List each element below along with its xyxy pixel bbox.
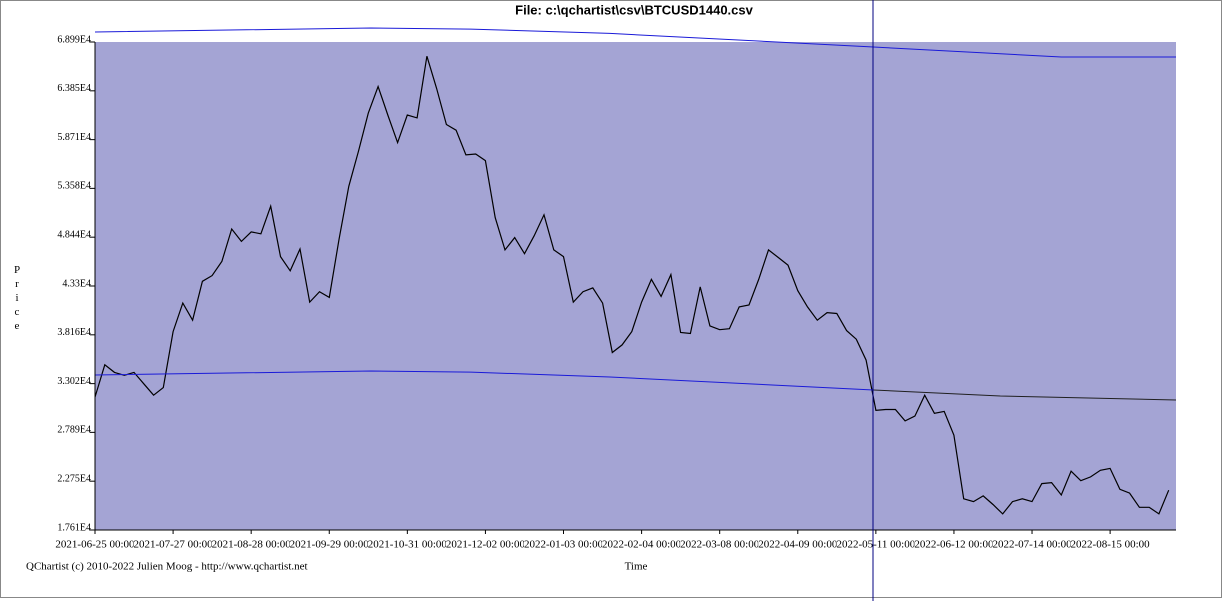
- x-tick-label-bg: [445, 538, 526, 551]
- x-tick-label-bg: [914, 538, 995, 551]
- x-tick-label: 2021-10-31 00:00: [368, 539, 448, 551]
- y-axis-label: Price: [11, 264, 23, 334]
- y-tick-label: 6.385E4: [57, 83, 91, 94]
- x-tick-label: 2022-03-08 00:00: [680, 539, 760, 551]
- x-axis-label: Time: [625, 561, 648, 573]
- y-tick-label: 5.358E4: [57, 181, 91, 192]
- footer: QChartist (c) 2010-2022 Julien Moog - ht…: [26, 561, 308, 573]
- y-tick-label: 3.302E4: [57, 376, 91, 387]
- plot-area: 1.761E4 2.275E4 2.789E4 3.302E4 3.816E4 4.33E…: [55, 0, 1176, 601]
- plot-background: [95, 42, 1176, 530]
- indicator-line: [95, 370, 874, 391]
- y-tick-label: 4.844E4: [57, 229, 91, 240]
- x-tick-label-bg: [55, 538, 136, 551]
- y-tick-label: 2.275E4: [57, 473, 91, 484]
- x-tick-label: 2022-07-14 00:00: [992, 539, 1072, 551]
- indicator-line: [873, 389, 1176, 401]
- x-tick-label: 2021-12-02 00:00: [446, 539, 526, 551]
- x-tick-label: 2022-02-04 00:00: [602, 539, 682, 551]
- y-tick-label: 4.33E4: [62, 278, 91, 289]
- indicator-line: [95, 27, 1176, 58]
- x-tick-label-bg: [758, 538, 838, 551]
- x-tick-label-bg: [133, 538, 214, 551]
- x-tick-label-bg: [1070, 538, 1151, 551]
- x-tick-label: 2021-09-29 00:00: [290, 539, 370, 551]
- y-tick-label: 2.789E4: [57, 425, 91, 436]
- x-tick-label-bg: [680, 538, 760, 551]
- x-tick-label-bg: [602, 538, 682, 551]
- x-tick-label: 2022-08-15 00:00: [1071, 539, 1151, 551]
- y-tick-label: 6.899E4: [57, 34, 91, 45]
- x-tick-label-bg: [523, 538, 604, 551]
- y-tick-label: 3.816E4: [57, 327, 91, 338]
- x-tick-label-bg: [992, 538, 1073, 551]
- y-tick-label: 5.871E4: [57, 132, 91, 143]
- x-tick-label: 2021-08-28 00:00: [212, 539, 292, 551]
- x-tick-label: 2022-05-11 00:00: [836, 539, 915, 551]
- x-tick-label-bg: [367, 538, 448, 551]
- x-tick-label-bg: [289, 538, 370, 551]
- x-tick-label: 2022-01-03 00:00: [524, 539, 604, 551]
- x-tick-label: 2021-07-27 00:00: [134, 539, 214, 551]
- x-tick-label: 2022-06-12 00:00: [914, 539, 994, 551]
- x-tick-label: 2021-06-25 00:00: [55, 539, 135, 551]
- y-tick-label: 1.761E4: [57, 522, 91, 533]
- x-tick-label: 2022-04-09 00:00: [758, 539, 838, 551]
- chart-title: File: c:\qchartist\csv\BTCUSD1440.csv: [515, 2, 753, 17]
- price-line: [95, 56, 1170, 515]
- x-tick-label-bg: [836, 538, 916, 551]
- x-tick-label-bg: [211, 538, 292, 551]
